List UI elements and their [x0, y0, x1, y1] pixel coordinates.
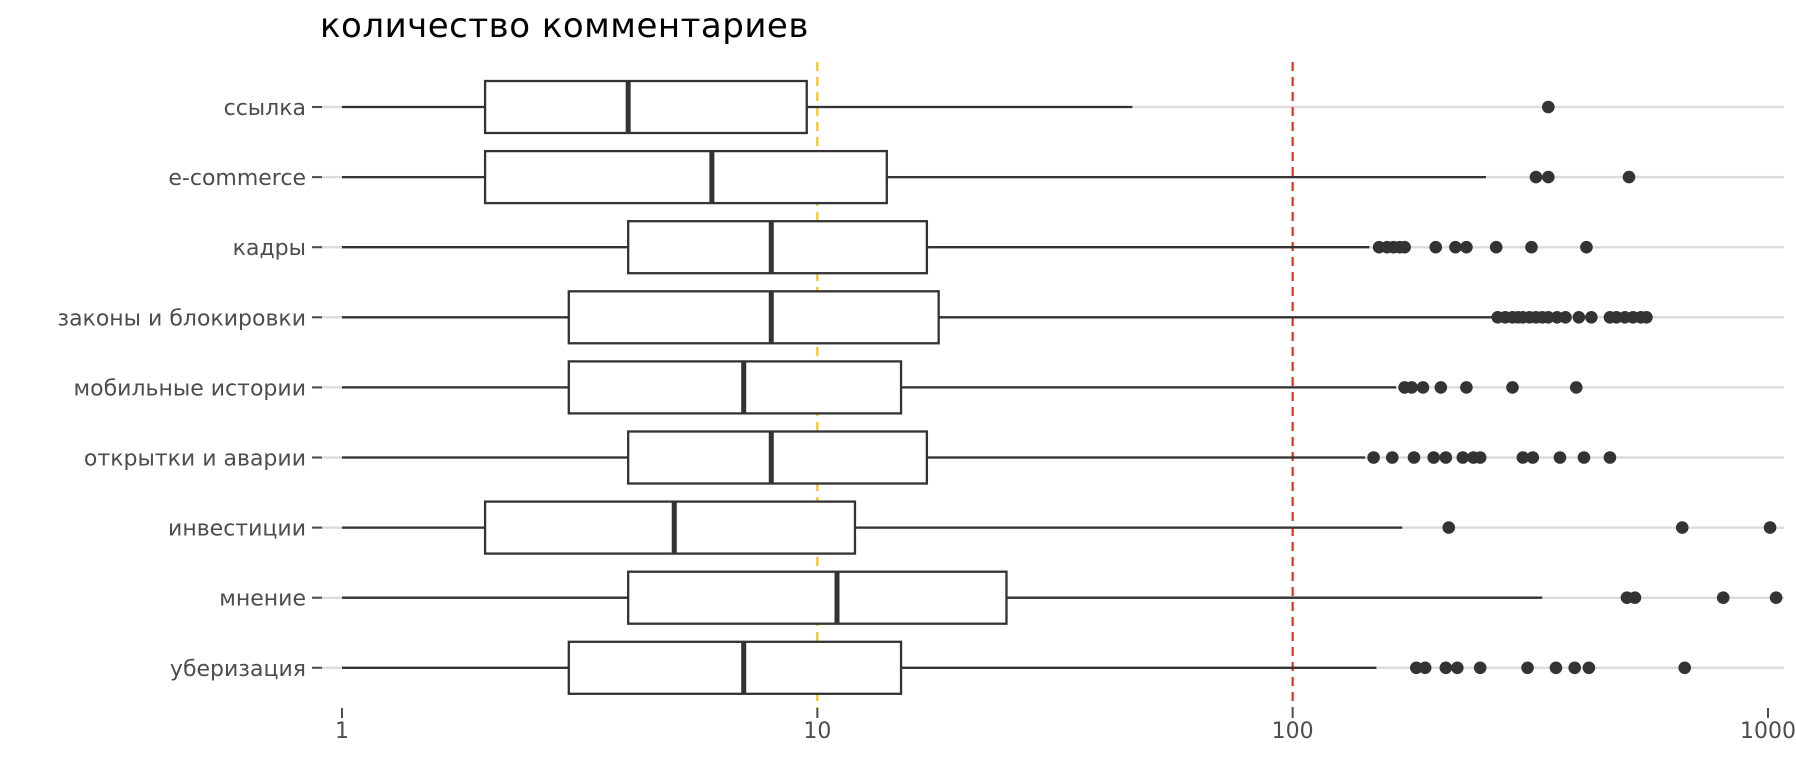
outlier-point	[1385, 451, 1399, 464]
outlier-point	[1427, 451, 1440, 464]
outlier-point	[1559, 311, 1572, 324]
outlier-point	[1439, 451, 1453, 464]
category-label: мобильные истории	[74, 376, 306, 401]
outlier-point	[1542, 100, 1555, 114]
box-group	[342, 149, 1636, 205]
category-label: мнение	[219, 587, 306, 612]
outlier-point	[1542, 311, 1555, 324]
outlier-point	[1529, 170, 1543, 184]
category-label: открытки и аварии	[84, 447, 306, 472]
box	[627, 570, 1008, 625]
outlier-point	[1409, 661, 1423, 675]
outlier-point	[1640, 311, 1653, 324]
category-labels: ссылка e-commerce кадры законы и блокировки…	[57, 96, 306, 682]
box-group	[342, 360, 1583, 415]
category-label: инвестиции	[168, 517, 306, 542]
box	[567, 290, 940, 345]
outlier-point	[1442, 521, 1456, 534]
outlier-point	[1769, 591, 1783, 604]
outlier-point	[1603, 451, 1617, 464]
x-tick-label: 100	[1272, 719, 1314, 744]
outlier-point	[1580, 240, 1593, 254]
outlier-point	[1398, 240, 1411, 254]
outlier-point	[1716, 591, 1730, 604]
outlier-point	[1521, 661, 1534, 675]
outlier-point	[1526, 451, 1540, 464]
box-group	[342, 570, 1783, 625]
outlier-point	[1460, 381, 1473, 394]
outlier-point	[1405, 381, 1418, 394]
outlier-point	[1585, 311, 1598, 324]
outlier-point	[1553, 451, 1567, 464]
box-group	[342, 430, 1617, 485]
box-group	[342, 500, 1777, 555]
outlier-point	[1506, 381, 1519, 394]
category-label: кадры	[233, 236, 306, 261]
outlier-point	[1568, 661, 1581, 675]
x-tick-label: 1	[335, 719, 349, 744]
outlier-point	[1678, 661, 1692, 675]
boxes	[342, 79, 1783, 695]
x-axis: 1 10 100 1000	[335, 708, 1796, 744]
outlier-point	[1473, 661, 1487, 675]
outlier-point	[1473, 451, 1487, 464]
box	[483, 79, 808, 135]
box	[627, 430, 929, 485]
box-group	[342, 290, 1653, 345]
outlier-point	[1572, 311, 1586, 324]
box	[483, 149, 888, 205]
outlier-point	[1582, 661, 1596, 675]
x-tick-label: 10	[803, 719, 831, 744]
outlier-point	[1569, 381, 1583, 394]
category-label: ссылка	[224, 96, 306, 121]
outlier-point	[1525, 240, 1538, 254]
outlier-point	[1367, 451, 1380, 464]
outlier-point	[1549, 661, 1563, 675]
outlier-point	[1675, 521, 1689, 534]
outlier-point	[1622, 170, 1636, 184]
outlier-point	[1763, 521, 1777, 534]
outlier-point	[1439, 661, 1453, 675]
outlier-point	[1577, 451, 1591, 464]
x-tick-label: 1000	[1740, 719, 1796, 744]
outlier-point	[1628, 591, 1642, 604]
outlier-point	[1434, 381, 1448, 394]
box-group	[342, 640, 1692, 695]
outlier-point	[1416, 381, 1430, 394]
chart-title: количество комментариев	[320, 6, 809, 46]
outlier-point	[1418, 661, 1432, 675]
category-label: законы и блокировки	[57, 306, 306, 331]
outlier-point	[1429, 240, 1443, 254]
outlier-point	[1450, 661, 1464, 675]
box	[627, 220, 929, 275]
outlier-point	[1407, 451, 1421, 464]
box-group	[342, 220, 1593, 275]
box	[567, 640, 903, 695]
box	[483, 500, 857, 555]
outlier-point	[1460, 240, 1473, 254]
category-label: уберизация	[170, 657, 306, 682]
box-group	[342, 79, 1555, 135]
outlier-point	[1456, 451, 1470, 464]
outlier-point	[1542, 170, 1555, 184]
outlier-point	[1449, 240, 1462, 254]
box	[567, 360, 903, 415]
outlier-point	[1516, 451, 1530, 464]
category-label: e-commerce	[168, 166, 306, 191]
outlier-point	[1489, 240, 1503, 254]
